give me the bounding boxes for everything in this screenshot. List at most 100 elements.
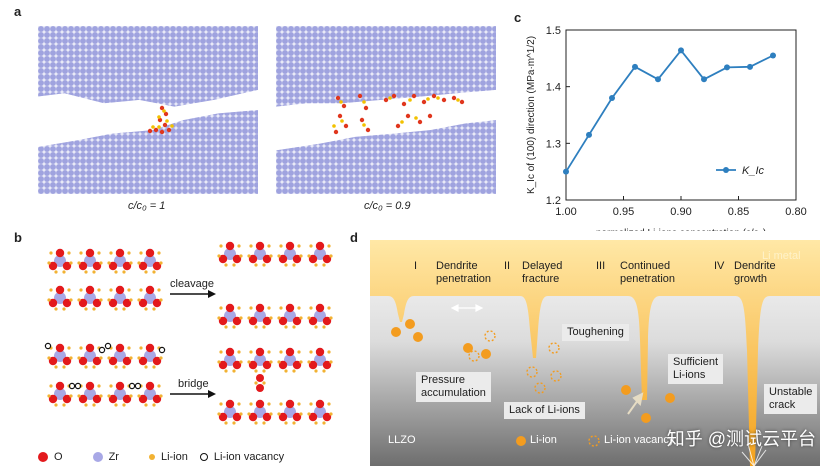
li-ion [307, 412, 311, 416]
legend-d-li-icon [516, 436, 526, 446]
li-ion [159, 356, 163, 360]
o-atom [278, 254, 288, 264]
o-atom [152, 298, 162, 308]
o-atom [285, 241, 295, 251]
li-ion [269, 412, 273, 416]
li-ion [284, 263, 288, 267]
li-ion [314, 421, 318, 425]
zr-atom [84, 388, 96, 400]
o-atom [145, 381, 155, 391]
li-ion [254, 369, 258, 373]
data-point [724, 64, 730, 71]
li-ion [109, 251, 113, 255]
li-ion [129, 298, 133, 302]
o-atom [285, 347, 295, 357]
li-ion [139, 346, 143, 350]
li-ion [157, 384, 161, 388]
zr-atom [284, 248, 296, 260]
li-ion [114, 270, 118, 274]
x-tick-label: 0.90 [670, 206, 691, 218]
li-ion [232, 421, 236, 425]
li-ion [127, 251, 131, 255]
zr-atom [254, 354, 266, 366]
li-ion [107, 356, 111, 360]
o-atom [248, 254, 258, 264]
o-atom [232, 360, 242, 370]
legend-marker [723, 167, 729, 173]
o-atom [108, 261, 118, 271]
dendrite-drawing [370, 240, 820, 466]
li-ion [267, 402, 271, 406]
zr-atom [224, 354, 236, 366]
o-atom [232, 316, 242, 326]
o-atom [278, 316, 288, 326]
crystal-schematic [44, 241, 333, 425]
panel-b-label: b [14, 230, 22, 245]
li-ion [152, 307, 156, 311]
panel-a-label: a [14, 4, 22, 19]
y-axis-label: K_Ic of (100) direction (MPa·m^1/2) [526, 36, 537, 194]
li-ion [139, 288, 143, 292]
o-atom [62, 356, 72, 366]
zr-atom [54, 292, 66, 304]
li-ion [114, 307, 118, 311]
o-atom [122, 394, 132, 404]
o-atom [232, 412, 242, 422]
li-ion [267, 350, 271, 354]
li-ion [297, 306, 301, 310]
o-atom [145, 248, 155, 258]
li-ion [84, 403, 88, 407]
li-ion [277, 254, 281, 258]
li-vacancy [128, 382, 136, 390]
stage-4-number: IV [714, 260, 725, 272]
li-ion [327, 244, 331, 248]
li-ion [279, 350, 283, 354]
li-ion [62, 307, 66, 311]
o-atom [262, 316, 272, 326]
o-atom [108, 356, 118, 366]
data-point [701, 76, 707, 83]
li-ion [159, 394, 163, 398]
li-ion [157, 251, 161, 255]
o-atom [218, 316, 228, 326]
o-atom [278, 360, 288, 370]
li-ion [247, 254, 251, 258]
cleavage-label: cleavage [170, 278, 215, 290]
data-point [586, 131, 592, 138]
bridge-arrow [170, 390, 216, 398]
o-atom [55, 248, 65, 258]
li-ion [307, 254, 311, 258]
li-ion [62, 270, 66, 274]
li-ion [79, 251, 83, 255]
li-ion [279, 244, 283, 248]
zr-atom [314, 406, 326, 418]
o-atom [145, 343, 155, 353]
li-ion [69, 356, 73, 360]
pressure-label: Pressure accumulation [416, 372, 491, 402]
li-ion [67, 288, 71, 292]
data-point [678, 47, 684, 54]
li-ion [314, 325, 318, 329]
x-tick-label: 1.00 [555, 206, 576, 218]
li-ion [327, 350, 331, 354]
li-ion [97, 251, 101, 255]
x-tick-label: 0.85 [728, 206, 749, 218]
legend-vacancy: Li-ion vacancy [199, 451, 284, 463]
li-ion [262, 421, 266, 425]
li-ion [307, 360, 311, 364]
zr-atom [224, 248, 236, 260]
o-atom [62, 394, 72, 404]
data-point [563, 168, 569, 175]
o-atom [308, 316, 318, 326]
li-ion [239, 254, 243, 258]
li-ion [54, 365, 58, 369]
o-atom [108, 394, 118, 404]
sufficient-label: Sufficient Li-ions [668, 354, 724, 384]
o-atom [152, 356, 162, 366]
o-atom [285, 399, 295, 409]
li-ion [67, 251, 71, 255]
li-ion [269, 254, 273, 258]
li-ion [47, 298, 51, 302]
li-ion [107, 298, 111, 302]
li-ion [129, 394, 133, 398]
